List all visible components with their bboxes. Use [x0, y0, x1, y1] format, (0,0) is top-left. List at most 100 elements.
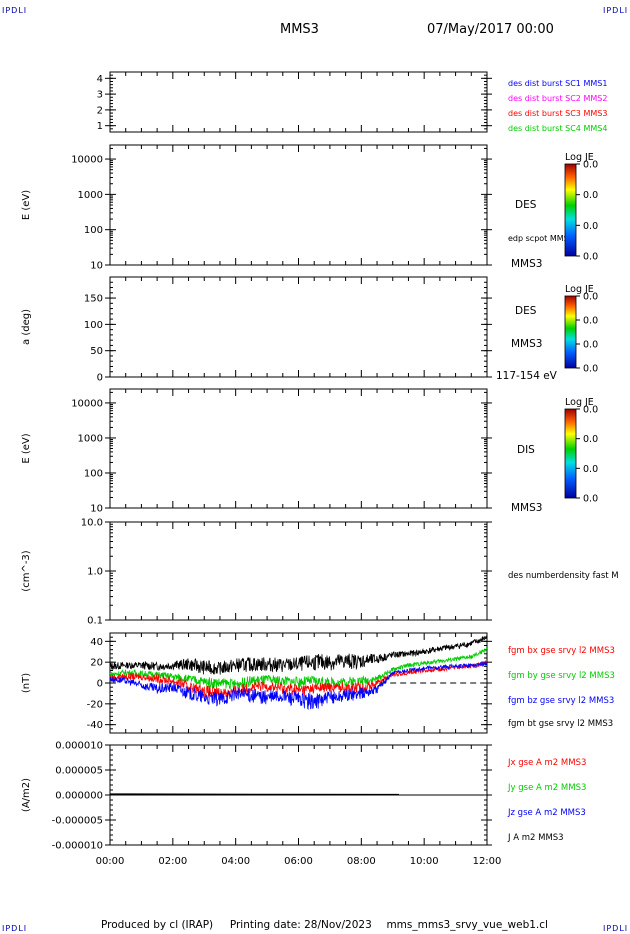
y-tick-label: 10000	[71, 155, 103, 166]
legend-entry: des numberdensity fast M	[508, 571, 619, 581]
legend-entry: J A m2 MMS3	[507, 833, 564, 843]
y-tick-label: 0.000000	[55, 791, 103, 802]
side-label: DES	[515, 305, 537, 317]
legend-entry: fgm by gse srvy l2 MMS3	[508, 671, 615, 681]
series-line-3	[109, 661, 488, 710]
colorbar-tick-label: 0.0	[583, 316, 598, 327]
colorbar-title: Log JE	[565, 152, 594, 163]
panel-des-energy: 10000 1000 100 10 E (eV) DES edp scpot MMS3 MMS…	[21, 144, 598, 272]
y-tick-label: -0.000005	[52, 816, 103, 827]
y-tick-label: 50	[90, 346, 103, 357]
colorbar-tick-label: 0.0	[583, 405, 598, 416]
y-tick-label: 100	[84, 225, 103, 236]
produced-by: Produced by cl (IRAP)	[101, 919, 214, 931]
y-axis-label: (cm^-3)	[21, 550, 32, 591]
legend-entry: fgm bt gse srvy l2 MMS3	[508, 719, 613, 729]
y-tick-label: 0.000005	[55, 766, 103, 777]
time-axis-label: 00:00	[96, 856, 125, 867]
y-tick-label: 1000	[78, 190, 103, 201]
panel-frame	[109, 521, 488, 621]
y-tick-label: 10.0	[81, 518, 103, 529]
y-tick-label: 0	[97, 373, 103, 384]
legend-entry: des dist burst SC3 MMS3	[508, 109, 607, 118]
footer-filename: mms_mms3_srvy_vue_web1.cl	[386, 919, 548, 931]
series-line-0	[109, 634, 488, 675]
y-tick-label: 100	[84, 468, 103, 479]
y-axis-label: (A/m2)	[21, 778, 32, 812]
y-axis-label: a (deg)	[21, 309, 32, 345]
y-tick-label: 10000	[71, 398, 103, 409]
series-line-1	[109, 646, 488, 689]
time-axis-label: 10:00	[410, 856, 439, 867]
y-tick-label: 0.1	[87, 616, 103, 627]
y-tick-label: 10	[90, 504, 103, 515]
corner-label-bottom-left: IPDLI	[2, 924, 28, 933]
legend-entry: fgm bx gse srvy l2 MMS3	[508, 646, 615, 656]
y-axis-label: E (eV)	[21, 433, 32, 463]
y-tick-label: -40	[87, 720, 103, 731]
panel-current: 0.000010 0.000005 0.000000 -0.000005 -0.0000…	[21, 741, 586, 852]
y-tick-label: 150	[84, 294, 103, 305]
time-axis-label: 02:00	[158, 856, 187, 867]
colorbar	[564, 163, 577, 257]
side-label: DIS	[517, 444, 535, 456]
colorbar-tick-label: 0.0	[583, 292, 598, 303]
time-axis-label: 12:00	[473, 856, 502, 867]
colorbar-tick-label: 0.0	[583, 364, 598, 375]
y-tick-label: 20	[90, 658, 103, 669]
colorbar-tick-label: 0.0	[583, 252, 598, 263]
time-axis-label: 08:00	[347, 856, 376, 867]
time-axis-label: 06:00	[284, 856, 313, 867]
colorbar-tick-label: 0.0	[583, 340, 598, 351]
y-tick-label: 10	[90, 261, 103, 272]
y-tick-label: 0	[97, 679, 103, 690]
y-tick-label: 4	[97, 74, 103, 85]
colorbar-tick-label: 0.0	[583, 160, 598, 171]
y-tick-label: 100	[84, 320, 103, 331]
y-tick-label: 3	[97, 90, 103, 101]
colorbar	[564, 408, 577, 499]
y-tick-label: 0.000010	[55, 741, 103, 752]
y-tick-label: 1000	[78, 433, 103, 444]
datetime-title: 07/May/2017 00:00	[427, 22, 554, 37]
y-axis-label: E (eV)	[21, 190, 32, 220]
side-label: MMS3	[511, 502, 542, 514]
panel-density: 10.0 1.0 0.1 (cm^-3) des numberdensity fast …	[21, 518, 619, 627]
legend-entry: Jy gse A m2 MMS3	[507, 783, 586, 793]
colorbar-title: Log JE	[565, 284, 594, 295]
panel-des-dist-burst: 4 3 2 1 des dist burst SC1 MMS1 des dist burs…	[97, 71, 607, 133]
printing-date: Printing date: 28/Nov/2023	[229, 919, 372, 931]
side-label: edp scpot MMS3	[508, 234, 574, 243]
series-line-0	[109, 793, 400, 796]
y-axis-label: (nT)	[21, 673, 32, 693]
y-tick-label: 1	[97, 121, 103, 132]
colorbar-title: Log JE	[565, 397, 594, 408]
time-axis-label: 04:00	[221, 856, 250, 867]
y-tick-label: 40	[90, 637, 103, 648]
colorbar-tick-label: 0.0	[583, 494, 598, 505]
panel-frame	[109, 144, 488, 266]
panel-frame	[109, 71, 488, 133]
spacecraft-title: MMS3	[280, 22, 319, 37]
corner-label-bottom-right: IPDLI	[603, 924, 629, 933]
colorbar-tick-label: 0.0	[583, 190, 598, 201]
panel-frame	[109, 276, 488, 378]
legend-entry: des dist burst SC4 MMS4	[508, 124, 607, 133]
legend-entry: des dist burst SC1 MMS1	[508, 79, 607, 88]
legend-entry: des dist burst SC2 MMS2	[508, 94, 607, 103]
y-tick-label: -0.000010	[52, 841, 103, 852]
colorbar-tick-label: 0.0	[583, 464, 598, 475]
side-label: MMS3	[511, 258, 542, 270]
side-label: MMS3	[511, 338, 542, 350]
colorbar	[564, 295, 577, 369]
y-tick-label: 1.0	[87, 567, 103, 578]
panel-frame	[109, 388, 488, 509]
side-label: DES	[515, 199, 537, 211]
y-tick-label: 2	[97, 105, 103, 116]
corner-label-top-right: IPDLI	[603, 6, 629, 15]
colorbar-tick-label: 0.0	[583, 221, 598, 232]
side-label: 117-154 eV	[496, 370, 558, 382]
